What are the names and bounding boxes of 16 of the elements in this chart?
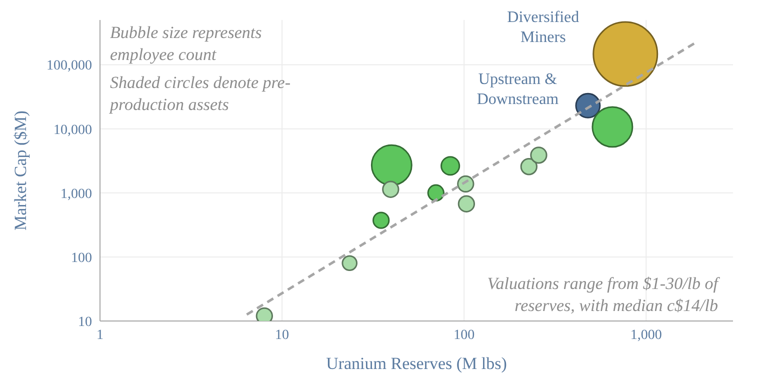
annotation: Shaded circles denote pre-production assets — [110, 72, 292, 116]
annotation: Bubble size represents employee count — [110, 22, 263, 66]
y-tick-label: 10 — [78, 314, 92, 330]
y-tick-label: 1,000 — [60, 186, 92, 202]
y-axis-title: Market Cap ($M) — [11, 110, 30, 230]
x-tick-label: 1,000 — [630, 328, 662, 343]
x-tick-label: 10 — [275, 328, 290, 343]
y-tick-label: 100 — [71, 250, 92, 266]
x-tick-label: 1 — [96, 328, 104, 343]
y-tick-label: 100,000 — [46, 58, 92, 74]
annotation: Valuations range from $1-30/lb of reserves, with median c$14/lb — [486, 273, 718, 317]
y-tick-label: 10,000 — [54, 122, 92, 138]
annotation: Upstream & Downstream — [476, 70, 560, 110]
annotation: Diversified Miners — [506, 8, 580, 48]
x-tick-label: 100 — [454, 328, 475, 343]
x-axis-title: Uranium Reserves (M lbs) — [326, 354, 507, 374]
